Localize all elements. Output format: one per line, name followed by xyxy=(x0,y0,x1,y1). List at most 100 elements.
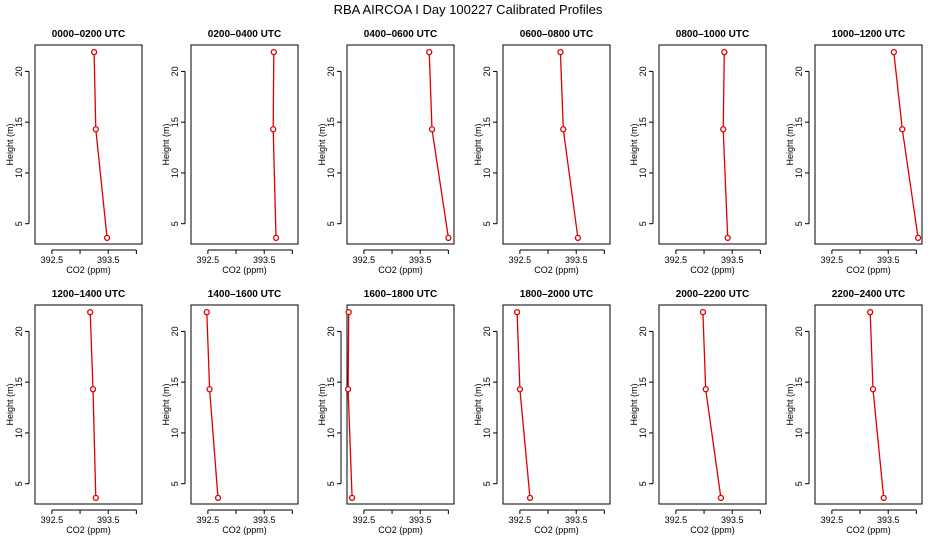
profile-line xyxy=(893,52,919,238)
y-tick-label: 15 xyxy=(794,117,804,127)
x-axis-label: CO2 (ppm) xyxy=(846,525,891,535)
y-tick-label: 5 xyxy=(326,221,336,226)
y-tick-label: 15 xyxy=(14,377,24,387)
y-tick-label: 10 xyxy=(794,428,804,438)
y-axis-label: Height (m) xyxy=(785,123,795,165)
y-tick-label: 5 xyxy=(170,221,180,226)
y-tick-label: 15 xyxy=(170,377,180,387)
y-tick-label: 20 xyxy=(794,326,804,336)
panel-title: 0000–0200 UTC xyxy=(52,29,125,40)
x-axis-label: CO2 (ppm) xyxy=(846,265,891,275)
y-axis-label: Height (m) xyxy=(5,123,15,165)
y-tick-label: 15 xyxy=(638,117,648,127)
y-tick-label: 20 xyxy=(326,66,336,76)
y-tick-label: 10 xyxy=(14,168,24,178)
figure-title: RBA AIRCOA I Day 100227 Calibrated Profi… xyxy=(334,2,603,17)
profile-line xyxy=(702,312,722,498)
plot-frame xyxy=(34,44,143,245)
y-tick-label: 20 xyxy=(326,326,336,336)
y-axis-label: Height (m) xyxy=(317,123,327,165)
y-tick-label: 10 xyxy=(482,428,492,438)
profile-line xyxy=(347,312,353,498)
profile-point xyxy=(574,234,582,242)
x-tick-label: 393.5 xyxy=(565,255,588,265)
y-tick-label: 20 xyxy=(794,66,804,76)
y-tick-label: 5 xyxy=(482,221,492,226)
profile-point xyxy=(880,494,887,502)
panel-title: 0200–0400 UTC xyxy=(208,29,281,40)
profile-point xyxy=(721,48,728,56)
profile-point xyxy=(560,126,567,133)
x-tick-label: 392.5 xyxy=(197,255,220,265)
x-tick-label: 393.5 xyxy=(877,255,900,265)
profile-point xyxy=(899,126,906,133)
y-tick-label: 5 xyxy=(638,221,648,226)
x-tick-label: 392.5 xyxy=(821,515,844,525)
panel-title: 0800–1000 UTC xyxy=(676,29,749,40)
x-axis-label: CO2 (ppm) xyxy=(222,265,267,275)
profile-point xyxy=(206,386,213,393)
y-tick-label: 15 xyxy=(482,377,492,387)
y-axis-label: Height (m) xyxy=(629,383,639,425)
x-tick-label: 392.5 xyxy=(821,255,844,265)
profile-point xyxy=(92,126,99,133)
x-tick-label: 393.5 xyxy=(565,515,588,525)
x-axis-label: CO2 (ppm) xyxy=(690,265,735,275)
panel-title: 1000–1200 UTC xyxy=(832,29,905,40)
profile-point xyxy=(345,308,352,316)
profile-point xyxy=(720,126,727,133)
profile-point xyxy=(914,234,922,242)
y-tick-label: 5 xyxy=(794,481,804,486)
y-tick-label: 5 xyxy=(326,481,336,486)
y-tick-label: 10 xyxy=(482,168,492,178)
y-axis-label: Height (m) xyxy=(473,123,483,165)
plot-frame xyxy=(502,44,611,245)
x-tick-label: 392.5 xyxy=(665,255,688,265)
x-tick-label: 393.5 xyxy=(877,515,900,525)
profile-point xyxy=(87,308,94,316)
plot-frame xyxy=(814,44,923,245)
profile-line xyxy=(93,52,108,238)
profile-line xyxy=(559,52,579,238)
y-tick-label: 10 xyxy=(14,428,24,438)
profile-point xyxy=(717,494,725,502)
x-axis-label: CO2 (ppm) xyxy=(66,265,111,275)
profile-point xyxy=(699,308,707,316)
y-tick-label: 20 xyxy=(638,66,648,76)
y-tick-label: 20 xyxy=(170,326,180,336)
profile-point xyxy=(214,494,222,502)
x-axis-label: CO2 (ppm) xyxy=(534,265,579,275)
profile-point xyxy=(867,308,874,316)
profile-line xyxy=(869,312,885,498)
y-axis-label: Height (m) xyxy=(5,383,15,425)
profile-point xyxy=(869,386,877,393)
y-tick-label: 15 xyxy=(794,377,804,387)
panel-title: 0400–0600 UTC xyxy=(364,29,437,40)
y-tick-label: 5 xyxy=(170,481,180,486)
x-tick-label: 393.5 xyxy=(97,255,120,265)
profile-point xyxy=(526,494,534,502)
y-tick-label: 20 xyxy=(482,326,492,336)
x-tick-label: 393.5 xyxy=(97,515,120,525)
panel-title: 1800–2000 UTC xyxy=(520,289,593,300)
x-tick-label: 393.5 xyxy=(253,515,276,525)
x-axis-label: CO2 (ppm) xyxy=(690,525,735,535)
x-tick-label: 392.5 xyxy=(665,515,688,525)
profile-point xyxy=(513,308,521,316)
y-tick-label: 20 xyxy=(482,66,492,76)
plot-frame xyxy=(346,44,455,245)
x-tick-label: 393.5 xyxy=(409,255,432,265)
profile-line xyxy=(206,312,219,498)
x-tick-label: 392.5 xyxy=(197,515,220,525)
y-tick-label: 15 xyxy=(638,377,648,387)
y-axis-label: Height (m) xyxy=(785,383,795,425)
profile-point xyxy=(90,48,98,56)
profile-point xyxy=(516,386,524,393)
